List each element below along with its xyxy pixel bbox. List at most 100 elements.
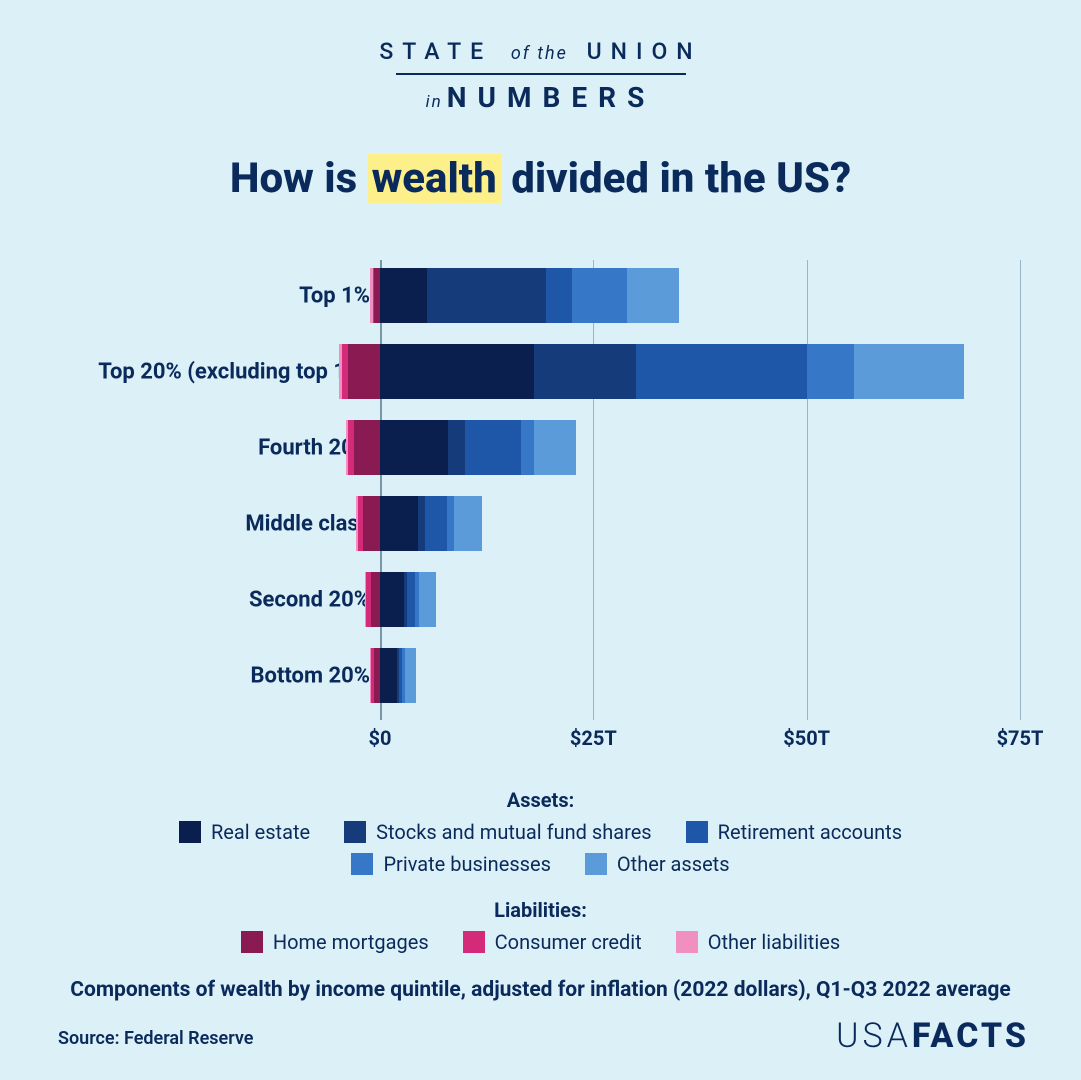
asset-segment-real_estate [380, 420, 448, 475]
header-rule [396, 73, 686, 75]
asset-segment-stocks [427, 268, 546, 323]
asset-segment-real_estate [380, 268, 427, 323]
legend-liab-row: Home mortgages Consumer credit Other liabi… [0, 930, 1081, 954]
asset-segment-retirement [425, 496, 446, 551]
assets-bar [380, 420, 576, 475]
liabilities-bar [339, 344, 380, 399]
asset-segment-other_assets [534, 420, 577, 475]
header-of-the: of the [507, 43, 572, 64]
source-text: Source: Federal Reserve [58, 1028, 253, 1049]
row-label: Top 20% (excluding top 1%) [98, 359, 370, 384]
legend-label: Retirement accounts [718, 820, 902, 844]
title-pre: How is [230, 154, 368, 203]
asset-segment-private_biz [521, 420, 534, 475]
legend-label: Private businesses [383, 852, 550, 876]
bar-row: Middle class [60, 496, 1040, 551]
asset-segment-retirement [407, 572, 415, 627]
assets-bar [380, 648, 416, 703]
bar-row: Fourth 20% [60, 420, 1040, 475]
asset-segment-stocks [448, 420, 465, 475]
x-axis-label: $50T [783, 726, 830, 750]
assets-bar [380, 268, 679, 323]
asset-segment-stocks [418, 496, 425, 551]
legend-liab-title: Liabilities: [0, 898, 1081, 922]
legend-item-retirement: Retirement accounts [686, 820, 902, 844]
legend-label: Other assets [617, 852, 730, 876]
liabilities-bar [346, 420, 380, 475]
asset-segment-real_estate [380, 572, 404, 627]
legend-item-stocks: Stocks and mutual fund shares [344, 820, 652, 844]
asset-segment-private_biz [572, 268, 627, 323]
asset-segment-other_assets [854, 344, 965, 399]
asset-segment-other_assets [419, 572, 436, 627]
liabilities-bar [365, 572, 380, 627]
title-highlight: wealth [368, 154, 501, 203]
legend-assets-row2: Private businesses Other assets [0, 852, 1081, 876]
legend-label: Stocks and mutual fund shares [376, 820, 652, 844]
liability-segment-home_mortgages [374, 648, 380, 703]
legend-item-consumer_credit: Consumer credit [463, 930, 642, 954]
legend-assets-row1: Real estate Stocks and mutual fund shares… [0, 820, 1081, 844]
asset-segment-real_estate [380, 496, 418, 551]
header-in: in [426, 92, 447, 112]
asset-swatch-icon [351, 853, 373, 875]
brand-usa: USA [836, 1016, 912, 1056]
row-label: Second 20% [249, 587, 370, 612]
liabilities-bar [370, 648, 380, 703]
asset-segment-other_assets [627, 268, 678, 323]
x-axis-label: $25T [570, 726, 617, 750]
liability-swatch-icon [463, 931, 485, 953]
legend-liabilities: Liabilities: Home mortgages Consumer cred… [0, 898, 1081, 962]
bar-row: Top 1% [60, 268, 1040, 323]
chart-subtitle: Components of wealth by income quintile,… [0, 978, 1081, 1002]
legend-assets: Assets: Real estate Stocks and mutual fun… [0, 788, 1081, 884]
asset-swatch-icon [686, 821, 708, 843]
legend-label: Real estate [211, 820, 310, 844]
legend-label: Consumer credit [495, 930, 642, 954]
asset-segment-retirement [636, 344, 807, 399]
bar-row: Bottom 20% [60, 648, 1040, 703]
asset-segment-stocks [534, 344, 636, 399]
asset-swatch-icon [585, 853, 607, 875]
liability-swatch-icon [241, 931, 263, 953]
liabilities-bar [356, 496, 380, 551]
row-label: Middle class [245, 511, 370, 536]
header-line2: inNUMBERS [0, 81, 1081, 114]
asset-segment-other_assets [405, 648, 416, 703]
title-post: divided in the US? [501, 154, 851, 203]
legend-item-other_liab: Other liabilities [676, 930, 840, 954]
row-label: Bottom 20% [250, 663, 370, 688]
legend-assets-title: Assets: [0, 788, 1081, 812]
asset-swatch-icon [179, 821, 201, 843]
x-axis-label: $0 [369, 726, 392, 750]
brand-logo: USAFACTS [836, 1016, 1029, 1056]
liability-segment-home_mortgages [354, 420, 380, 475]
liability-segment-home_mortgages [371, 572, 380, 627]
header-state: STATE [379, 38, 492, 65]
legend-item-real_estate: Real estate [179, 820, 310, 844]
legend-item-other_assets: Other assets [585, 852, 730, 876]
legend-item-private_biz: Private businesses [351, 852, 550, 876]
legend-item-home_mortgages: Home mortgages [241, 930, 429, 954]
row-label: Top 1% [299, 283, 370, 308]
asset-segment-real_estate [380, 344, 534, 399]
liabilities-bar [370, 268, 380, 323]
brand-facts: FACTS [912, 1016, 1029, 1056]
chart-area: $0$25T$50T$75T Top 1%Top 20% (excluding … [60, 260, 1040, 770]
legend-label: Home mortgages [273, 930, 429, 954]
bar-row: Top 20% (excluding top 1%) [60, 344, 1040, 399]
header-numbers: NUMBERS [447, 81, 656, 114]
assets-bar [380, 496, 482, 551]
liability-segment-home_mortgages [363, 496, 380, 551]
header-block: STATE of the UNION inNUMBERS [0, 0, 1081, 114]
chart-title: How is wealth divided in the US? [0, 154, 1081, 203]
assets-bar [380, 572, 436, 627]
asset-segment-retirement [465, 420, 520, 475]
liability-segment-home_mortgages [374, 268, 380, 323]
assets-bar [380, 344, 964, 399]
legend-label: Other liabilities [708, 930, 840, 954]
liability-segment-home_mortgages [348, 344, 380, 399]
asset-segment-private_biz [807, 344, 854, 399]
asset-segment-real_estate [380, 648, 397, 703]
header-line1: STATE of the UNION [0, 38, 1081, 65]
